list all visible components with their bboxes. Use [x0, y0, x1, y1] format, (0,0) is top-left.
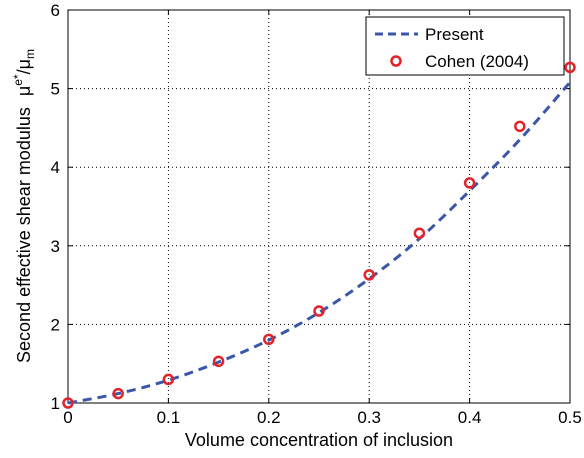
- series-layer: [62, 61, 576, 409]
- x-axis-ticks: 0 0.1 0.2 0.3 0.4 0.5: [63, 10, 582, 427]
- series-cohen-point: [212, 355, 225, 368]
- y-tick-label: 1: [51, 394, 60, 413]
- legend-label-present: Present: [425, 25, 484, 44]
- y-axis-label-mu-e: μ: [14, 86, 34, 96]
- plot-frame: [67, 9, 571, 404]
- series-cohen-point: [62, 397, 74, 409]
- y-axis-label-mu-m: μ: [14, 59, 34, 69]
- y-tick-label: 6: [51, 1, 60, 20]
- x-tick-label: 0.1: [157, 408, 181, 427]
- series-cohen-point: [564, 61, 576, 74]
- x-tick-label: 0.3: [357, 408, 381, 427]
- x-tick-label: 0.2: [257, 408, 281, 427]
- series-cohen-point: [363, 269, 375, 281]
- x-tick-label: 0: [63, 408, 72, 427]
- y-tick-label: 2: [51, 315, 60, 334]
- legend: Present Cohen (2004): [365, 16, 565, 76]
- x-axis-label: Volume concentration of inclusion: [185, 430, 453, 450]
- y-axis-ticks: 1 2 3 4 5 6: [51, 1, 570, 413]
- y-axis-label: Second effective shear modulus μe*/μm: [11, 49, 37, 363]
- y-axis-label-sup-e: e*: [11, 74, 25, 86]
- y-tick-label: 5: [51, 80, 60, 99]
- y-axis-label-sub-m: m: [23, 49, 37, 59]
- legend-label-cohen: Cohen (2004): [425, 52, 529, 71]
- series-cohen-point: [313, 305, 325, 317]
- y-axis-label-slash: /: [14, 69, 34, 74]
- series-cohen-point: [162, 373, 175, 386]
- x-tick-label: 0.5: [558, 408, 582, 427]
- series-cohen-point: [463, 177, 476, 189]
- series-cohen-point: [263, 333, 275, 346]
- y-tick-label: 4: [51, 158, 60, 177]
- series-cohen-point: [413, 227, 426, 239]
- legend-swatch-cohen: [390, 55, 402, 67]
- y-axis-label-text: Second effective shear modulus: [14, 107, 34, 363]
- x-tick-label: 0.4: [458, 408, 482, 427]
- y-tick-label: 3: [51, 237, 60, 256]
- series-cohen-point: [112, 387, 124, 400]
- grid-lines: [68, 10, 570, 403]
- series-cohen-point: [514, 120, 526, 133]
- series-present-line: [67, 81, 572, 405]
